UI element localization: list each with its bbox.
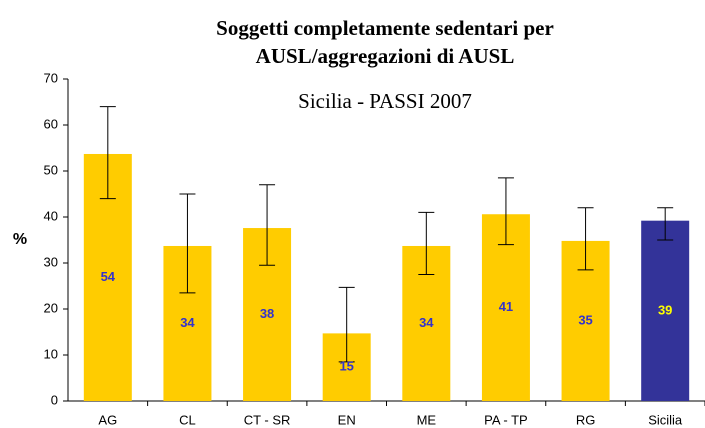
y-tick-label: 0 xyxy=(51,392,58,407)
y-axis-label: % xyxy=(13,231,27,248)
x-tick-label: RG xyxy=(576,412,596,427)
chart-title: Soggetti completamente sedentari per xyxy=(216,16,554,40)
data-label: 38 xyxy=(260,306,274,321)
data-label: 34 xyxy=(180,315,195,330)
data-label: 41 xyxy=(499,299,513,314)
data-label: 54 xyxy=(101,269,116,284)
x-tick-label: PA - TP xyxy=(484,412,528,427)
x-tick-label: EN xyxy=(338,412,356,427)
x-tick-label: CT - SR xyxy=(244,412,291,427)
bar xyxy=(641,220,690,401)
chart-title: AUSL/aggregazioni di AUSL xyxy=(256,44,515,68)
x-tick-label: Sicilia xyxy=(648,412,683,427)
chart-subtitle: Sicilia - PASSI 2007 xyxy=(298,89,472,113)
y-tick-label: 50 xyxy=(44,162,58,177)
y-tick-label: 40 xyxy=(44,208,58,223)
data-label: 15 xyxy=(339,359,353,374)
data-label: 34 xyxy=(419,315,434,330)
y-tick-label: 20 xyxy=(44,300,58,315)
x-tick-label: CL xyxy=(179,412,196,427)
y-tick-label: 30 xyxy=(44,254,58,269)
bar xyxy=(481,214,530,401)
x-tick-label: AG xyxy=(98,412,117,427)
y-tick-label: 60 xyxy=(44,116,58,131)
y-tick-label: 10 xyxy=(44,346,58,361)
data-label: 35 xyxy=(578,312,592,327)
y-tick-label: 70 xyxy=(44,70,58,85)
data-label: 39 xyxy=(658,302,672,317)
x-tick-label: ME xyxy=(417,412,437,427)
